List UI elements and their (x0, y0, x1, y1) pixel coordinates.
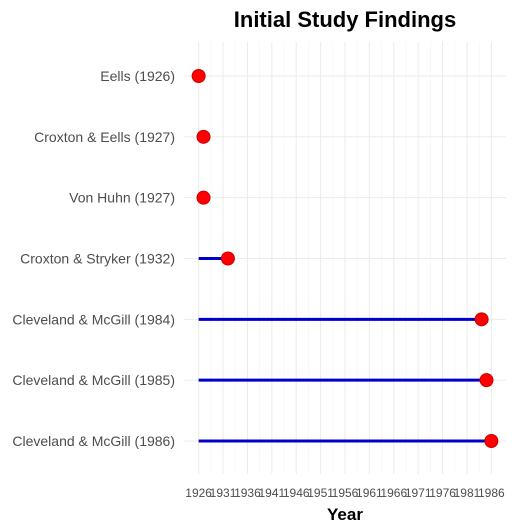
x-tick-label: 1936 (234, 486, 261, 500)
y-tick-label: Croxton & Eells (1927) (34, 129, 175, 145)
lollipop-point (196, 129, 211, 144)
y-tick-label: Von Huhn (1927) (69, 190, 175, 206)
x-tick-label: 1956 (332, 486, 359, 500)
y-tick-label: Cleveland & McGill (1984) (12, 311, 175, 327)
lollipop-point (474, 312, 489, 327)
x-axis-label: Year (327, 505, 363, 524)
x-tick-label: 1926 (185, 486, 212, 500)
lollipop-point (484, 434, 499, 448)
x-tick-label: 1946 (283, 486, 310, 500)
points (191, 69, 499, 448)
x-tick-label: 1981 (454, 486, 481, 500)
lollipop-point (191, 69, 206, 83)
x-tick-label: 1971 (405, 486, 432, 500)
x-tick-label: 1976 (429, 486, 456, 500)
x-tick-label: 1951 (307, 486, 334, 500)
x-tick-label: 1941 (258, 486, 285, 500)
lollipop-point (196, 190, 211, 205)
x-tick-label: 1986 (478, 486, 505, 500)
x-axis-tick-labels: 1926193119361941194619511956196119661971… (185, 486, 505, 500)
x-tick-label: 1931 (210, 486, 237, 500)
lollipop-point (479, 373, 494, 388)
chart-title: Initial Study Findings (234, 7, 456, 32)
lollipop-point (220, 251, 235, 266)
y-tick-label: Cleveland & McGill (1986) (12, 433, 175, 449)
segments (198, 135, 492, 443)
y-axis-tick-labels: Eells (1926) Croxton & Eells (1927) Von Hu… (12, 68, 175, 449)
x-tick-label: 1966 (380, 486, 407, 500)
y-tick-label: Cleveland & McGill (1985) (12, 372, 175, 388)
x-tick-label: 1961 (356, 486, 383, 500)
y-tick-label: Croxton & Stryker (1932) (20, 251, 175, 267)
y-tick-label: Eells (1926) (100, 68, 175, 84)
